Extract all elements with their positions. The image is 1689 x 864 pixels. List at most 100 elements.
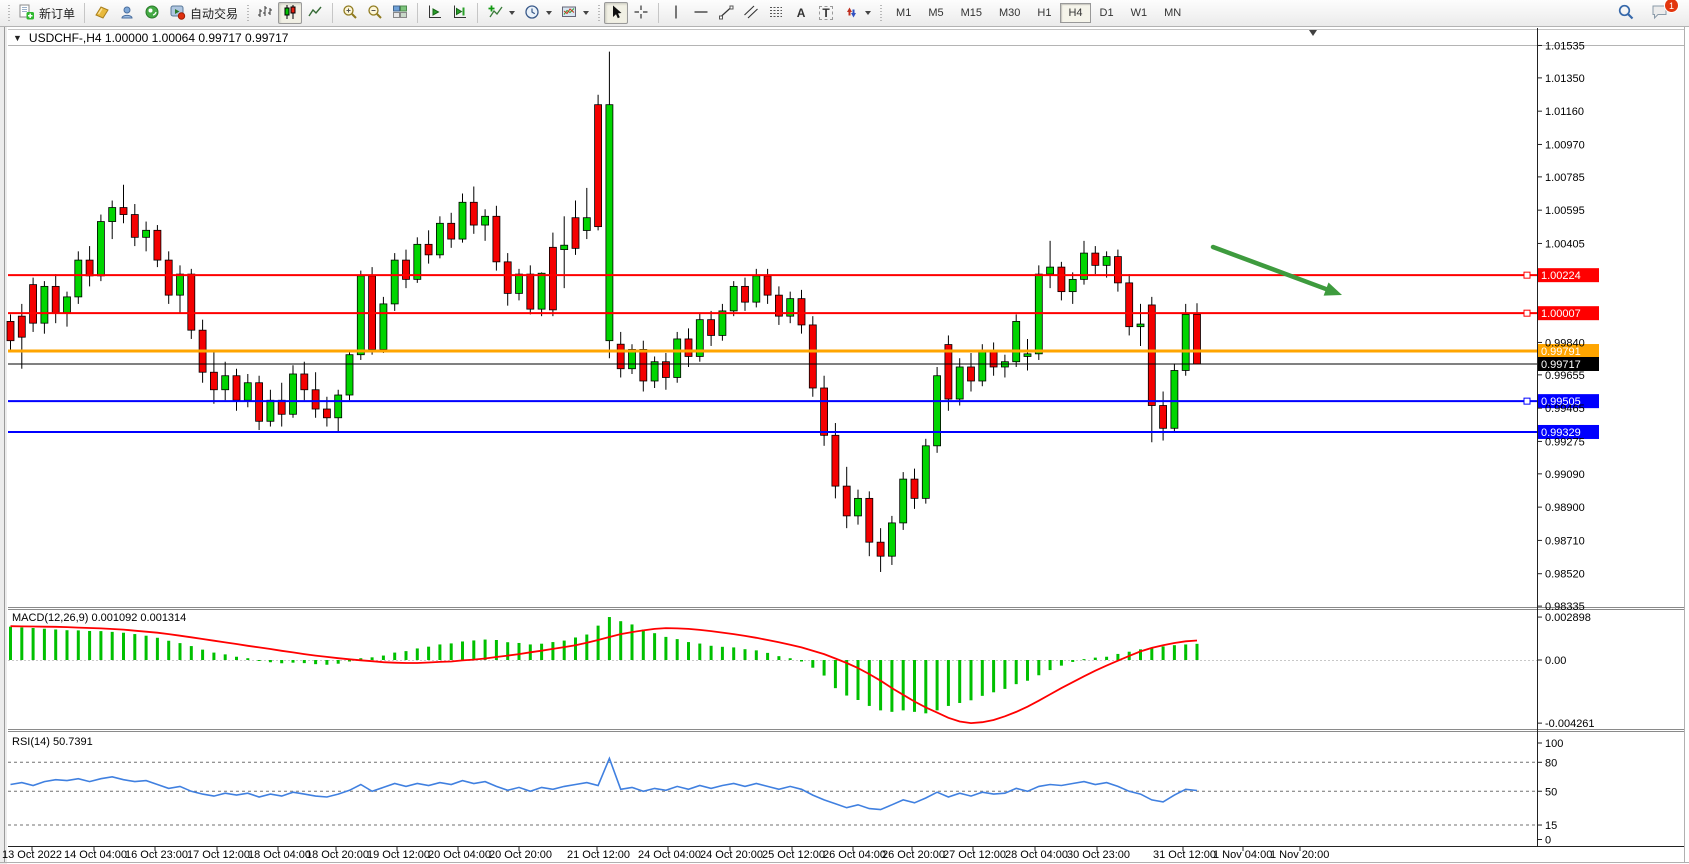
toolbar-drag-handle[interactable] [596,3,602,23]
time-axis-label: 30 Oct 23:00 [1067,849,1130,861]
zoom-out-button[interactable] [363,2,387,24]
price-line-label [1538,344,1599,359]
trendline-tool-button[interactable] [714,2,738,24]
candle [334,389,343,432]
chart-menu-icon[interactable]: ▼ [13,33,22,43]
toolbar-drag-handle[interactable] [6,3,11,23]
toolbar-separator [84,3,86,23]
line-chart-mode-button[interactable] [303,2,327,24]
timeframe-button-m5[interactable]: M5 [928,7,944,19]
hline-marker[interactable] [1523,271,1531,279]
arrows-tool-button[interactable] [839,2,875,24]
timeframe-button-d1[interactable]: D1 [1099,7,1114,19]
candle [481,209,490,241]
timeframe-button-w1[interactable]: W1 [1130,7,1148,19]
candle [571,200,580,255]
timeframe-button-m15[interactable]: M15 [960,7,982,19]
candle [153,225,162,268]
macd-panel[interactable] [8,610,1537,728]
candle [40,281,49,334]
price-tick-label: 0.98520 [1545,569,1585,581]
candlestick-mode-button[interactable] [278,2,303,24]
templates-button[interactable] [557,2,593,24]
bar-chart-mode-button[interactable] [253,2,277,24]
candle [29,277,38,332]
candle [831,423,840,499]
auto-scroll-button[interactable] [423,2,447,24]
hline-marker[interactable] [1523,397,1531,405]
time-axis-label: 26 Oct 20:00 [882,849,945,861]
price-tick-label: 1.01350 [1545,73,1585,85]
time-axis-label: 20 Oct 04:00 [428,849,491,861]
price-tick-label: 0.99275 [1545,436,1585,448]
toolbar-drag-handle[interactable] [245,3,251,23]
hline-marker[interactable] [1523,309,1531,317]
sound-alert-button[interactable] [140,2,164,24]
macd-histogram [9,617,1199,714]
candle [820,375,828,446]
price-line-label [1538,394,1599,409]
timeframe-button-h1[interactable]: H1 [1037,7,1052,19]
cursor-tool-button[interactable] [604,2,629,24]
search-button[interactable] [1613,2,1639,24]
autotrading-button[interactable]: 自动交易 [165,2,242,24]
timeframe-button-h4[interactable]: H4 [1060,3,1091,23]
chart-title-text: USDCHF-,H4 1.00000 1.00064 0.99717 0.997… [28,31,289,45]
candle [1181,303,1190,376]
market-watch-button[interactable] [115,2,139,24]
candle [718,303,727,341]
indicators-button[interactable] [483,2,519,24]
timeframe-toolbar: M1 M5 M15 M30 H1 H4 D1 W1 MN [888,3,1189,23]
notifications-button[interactable]: 1 [1647,0,1679,24]
candle [300,361,309,401]
text-tool-button[interactable]: A [789,2,813,24]
toolbar-separator [417,3,419,23]
dropdown-caret [865,11,872,15]
autotrading-label: 自动交易 [190,6,239,21]
market-watch-icon [119,4,135,23]
auto-scroll-icon [427,4,443,23]
rsi-axis-label: 50 [1545,786,1557,798]
price-tick-label: 0.99090 [1545,469,1585,481]
candle [311,372,320,418]
chart-shift-icon [452,4,468,23]
horizontal-line-tool-button[interactable] [689,2,713,24]
timeframe-button-m30[interactable]: M30 [999,7,1021,19]
channel-tool-button[interactable] [739,2,763,24]
crosshair-tool-button[interactable] [629,2,653,24]
timeframe-button-mn[interactable]: MN [1164,7,1182,19]
candle [899,472,908,530]
rsi-panel[interactable] [8,733,1537,845]
tile-windows-button[interactable] [388,2,412,24]
sound-alert-icon [144,4,160,23]
time-axis-label: 27 Oct 12:00 [943,849,1006,861]
candle [119,184,128,224]
periods-button[interactable] [520,2,556,24]
zoom-in-button[interactable] [338,2,362,24]
time-axis-label: 18 Oct 04:00 [248,849,311,861]
trend-arrow-annotation[interactable] [1210,244,1342,296]
new-order-button[interactable]: 新订单 [14,2,79,24]
candle [944,335,953,411]
candle [605,51,614,359]
time-axis-label: 1 Nov 20:00 [1270,849,1329,861]
fibonacci-tool-button[interactable] [764,2,788,24]
zoom-in-icon [342,4,358,23]
toolbar-drag-handle[interactable] [878,3,884,23]
price-panel[interactable] [8,46,1537,607]
metaeditor-button[interactable] [90,2,114,24]
vertical-line-tool-button[interactable] [664,2,688,24]
search-icon [1617,3,1635,24]
text-tool-icon: A [796,6,806,20]
candle [1170,363,1179,432]
candle [6,314,15,350]
rsi-header: RSI(14) 50.7391 [12,736,93,748]
arrows-tool-icon [843,4,859,23]
timeframe-button-m1[interactable]: M1 [896,7,912,19]
price-tick-label: 1.00595 [1545,205,1585,217]
channel-icon [743,4,759,23]
label-tool-button[interactable]: T [814,2,838,24]
chart-shift-button[interactable] [448,2,472,24]
chart-shift-marker[interactable] [1309,30,1317,36]
